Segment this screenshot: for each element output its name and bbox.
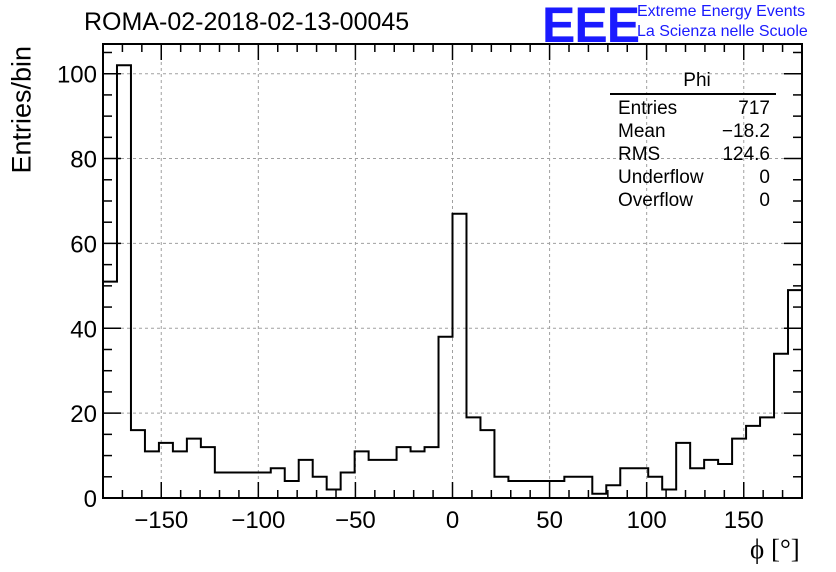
y-tick-label: 60 <box>70 231 97 258</box>
stats-value: −18.2 <box>721 121 770 142</box>
tick-labels: −150 −100 −50 0 50 100 150 0 20 40 60 80 100 <box>57 62 764 534</box>
y-tick-label: 100 <box>57 62 97 89</box>
x-tick-label: 50 <box>536 507 563 534</box>
x-tick-label: −50 <box>335 507 376 534</box>
stats-label: Mean <box>618 121 666 142</box>
stats-title: Phi <box>683 70 711 91</box>
x-tick-label: −150 <box>134 507 188 534</box>
x-tick-label: 0 <box>446 507 459 534</box>
eee-logo: EEE <box>542 0 640 53</box>
stats-label: Underflow <box>618 167 704 188</box>
stats-divider <box>610 93 776 95</box>
stats-value: 124.6 <box>722 144 770 165</box>
stats-box: Phi Entries 717 Mean −18.2 RMS 124.6 Und… <box>610 70 776 213</box>
stats-value: 0 <box>759 167 770 188</box>
y-tick-label: 40 <box>70 316 97 343</box>
x-tick-label: −100 <box>231 507 285 534</box>
stats-row-overflow: Overflow 0 <box>610 190 776 213</box>
y-tick-label: 80 <box>70 147 97 174</box>
stats-label: Overflow <box>618 190 693 211</box>
stats-row-mean: Mean −18.2 <box>610 121 776 144</box>
plot-frame <box>102 43 803 499</box>
stats-row-underflow: Underflow 0 <box>610 167 776 190</box>
x-axis-label: ϕ [°] <box>750 534 800 564</box>
stats-label: RMS <box>618 144 661 165</box>
stats-row-rms: RMS 124.6 <box>610 144 776 167</box>
logo-caption: Extreme Energy Events La Scienza nelle S… <box>637 2 808 42</box>
stats-row-entries: Entries 717 <box>610 98 776 121</box>
grid-lines <box>103 44 802 498</box>
run-title: ROMA-02-2018-02-13-00045 <box>84 8 410 36</box>
axis-ticks <box>102 44 803 499</box>
logo-caption-line1: Extreme Energy Events <box>637 3 806 20</box>
histogram-step-line <box>103 64 802 495</box>
logo-caption-line2: La Scienza nelle Scuole <box>637 23 808 40</box>
stats-value: 0 <box>759 190 770 211</box>
stats-value: 717 <box>738 98 770 119</box>
y-axis-label: Entries/bin <box>6 45 37 174</box>
y-tick-label: 0 <box>84 486 97 513</box>
x-tick-label: 100 <box>627 507 667 534</box>
y-tick-label: 20 <box>70 401 97 428</box>
x-tick-label: 150 <box>724 507 764 534</box>
stats-label: Entries <box>618 98 678 119</box>
